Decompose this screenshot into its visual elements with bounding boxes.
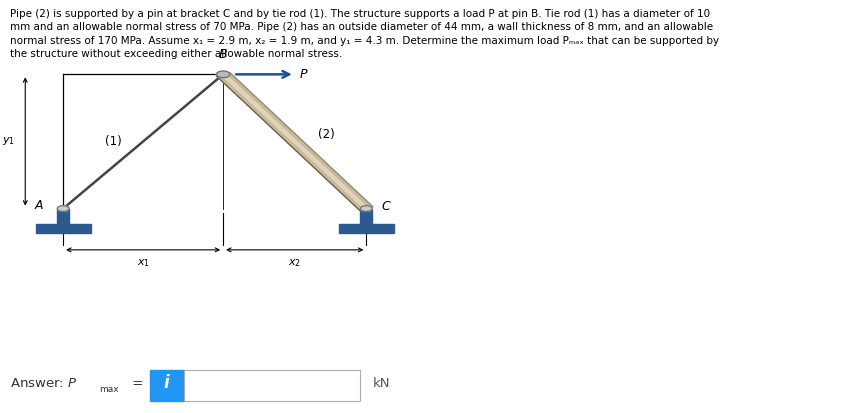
Text: kN: kN [373, 377, 391, 390]
Circle shape [57, 206, 69, 211]
Circle shape [360, 206, 372, 211]
FancyBboxPatch shape [150, 370, 184, 401]
Text: Answer: $P$: Answer: $P$ [10, 377, 77, 390]
Bar [338, 224, 394, 233]
Polygon shape [221, 74, 368, 209]
Text: $y_1$: $y_1$ [2, 135, 15, 147]
Text: $x_1$: $x_1$ [136, 257, 150, 269]
Text: =: = [128, 377, 147, 390]
Text: Pipe (2) is supported by a pin at bracket C and by tie rod (1). The structure su: Pipe (2) is supported by a pin at bracke… [10, 9, 711, 19]
Text: normal stress of 170 MPa. Assume x₁ = 2.9 m, x₂ = 1.9 m, and y₁ = 4.3 m. Determi: normal stress of 170 MPa. Assume x₁ = 2.… [10, 36, 719, 45]
Text: $A$: $A$ [35, 199, 45, 212]
Text: (2): (2) [318, 128, 335, 140]
Text: the structure without exceeding either allowable normal stress.: the structure without exceeding either a… [10, 49, 343, 59]
Text: max: max [99, 385, 119, 394]
Text: (1): (1) [105, 135, 122, 148]
Bar [360, 209, 372, 224]
FancyBboxPatch shape [184, 370, 360, 401]
Text: $B$: $B$ [218, 48, 228, 61]
Text: $P$: $P$ [299, 68, 308, 81]
Bar [35, 224, 91, 233]
Circle shape [216, 71, 230, 78]
Text: mm and an allowable normal stress of 70 MPa. Pipe (2) has an outside diameter of: mm and an allowable normal stress of 70 … [10, 22, 713, 32]
Polygon shape [216, 73, 373, 210]
Bar [57, 209, 69, 224]
Text: $C$: $C$ [381, 199, 392, 213]
Text: $x_2$: $x_2$ [288, 257, 301, 269]
Text: i: i [164, 374, 169, 392]
